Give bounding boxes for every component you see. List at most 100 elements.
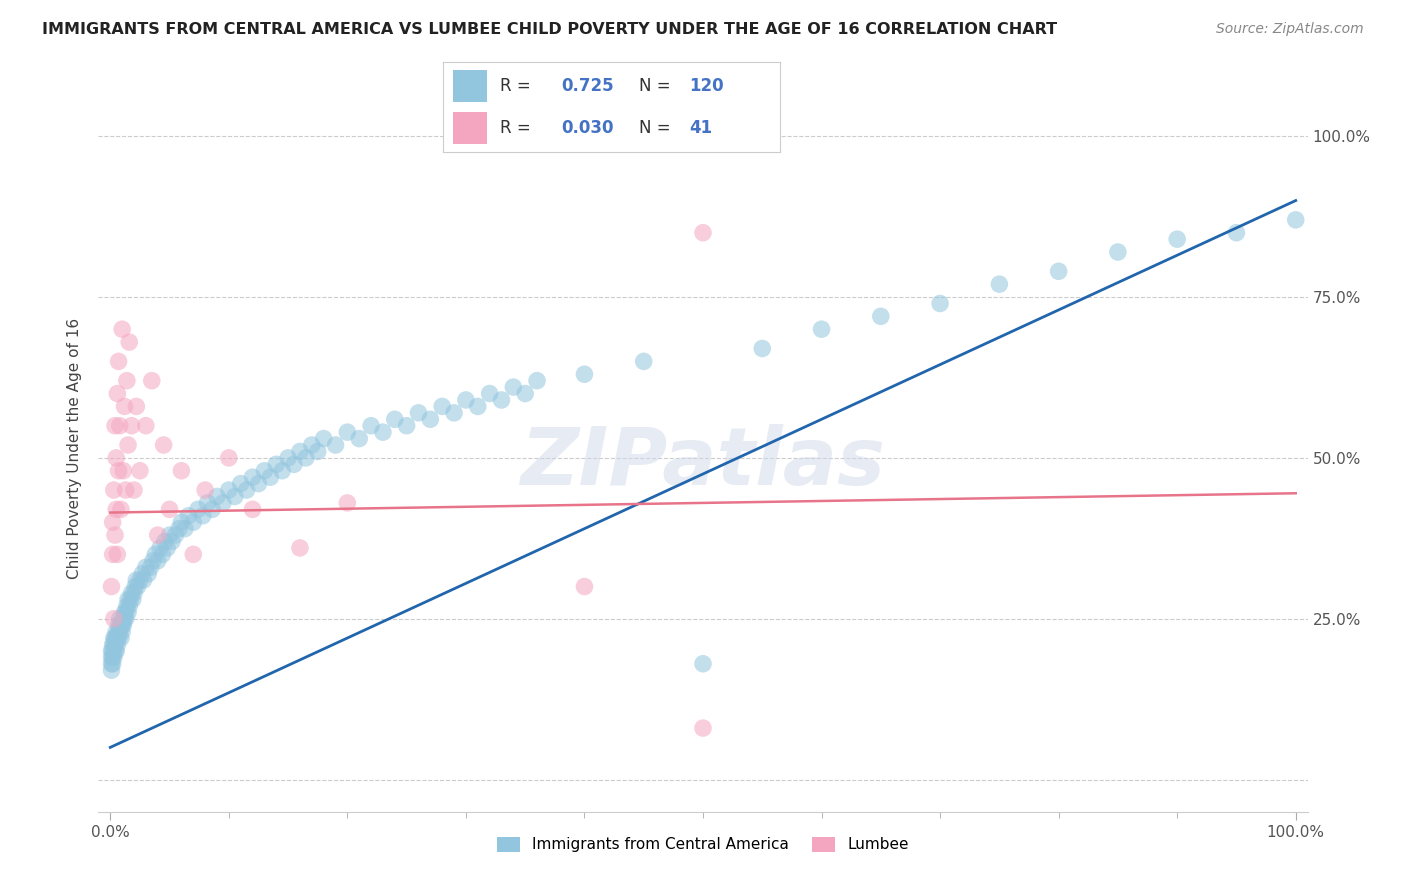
Point — [1285, 212, 1308, 227]
Point — [360, 418, 382, 433]
Point — [104, 418, 127, 433]
Point — [218, 483, 240, 497]
Point — [515, 386, 537, 401]
Point — [153, 534, 176, 549]
Point — [101, 548, 124, 562]
Point — [692, 226, 714, 240]
Point — [124, 580, 146, 594]
Point — [108, 612, 131, 626]
Point — [101, 515, 124, 529]
Point — [129, 573, 152, 587]
Point — [103, 612, 125, 626]
Point — [467, 400, 489, 414]
Point — [194, 483, 217, 497]
Point — [478, 386, 501, 401]
Point — [295, 450, 318, 465]
Point — [312, 432, 335, 446]
Point — [117, 438, 139, 452]
Point — [259, 470, 281, 484]
Point — [117, 592, 139, 607]
Point — [242, 470, 264, 484]
Point — [105, 631, 128, 645]
Point — [107, 354, 129, 368]
Point — [371, 425, 394, 439]
Point — [224, 490, 246, 504]
Text: 120: 120 — [689, 77, 724, 95]
Point — [105, 624, 128, 639]
Point — [125, 573, 148, 587]
Point — [139, 560, 162, 574]
Point — [235, 483, 257, 497]
Point — [105, 450, 128, 465]
Point — [114, 605, 136, 619]
Point — [143, 548, 166, 562]
Point — [197, 496, 219, 510]
Point — [101, 644, 124, 658]
Point — [101, 650, 124, 665]
Point — [146, 528, 169, 542]
Point — [110, 502, 132, 516]
Point — [502, 380, 524, 394]
Point — [288, 541, 311, 555]
Legend: Immigrants from Central America, Lumbee: Immigrants from Central America, Lumbee — [491, 830, 915, 859]
Point — [131, 566, 153, 581]
Point — [201, 502, 224, 516]
Point — [101, 637, 124, 651]
Point — [129, 464, 152, 478]
Point — [100, 657, 122, 671]
Point — [115, 374, 138, 388]
Point — [112, 464, 135, 478]
Point — [253, 464, 276, 478]
Point — [104, 528, 127, 542]
Point — [115, 599, 138, 613]
Point — [156, 541, 179, 555]
Point — [277, 450, 299, 465]
Point — [117, 605, 139, 619]
Point — [100, 644, 122, 658]
Point — [125, 400, 148, 414]
Point — [114, 605, 136, 619]
Text: 0.030: 0.030 — [561, 119, 613, 137]
Point — [336, 496, 359, 510]
Point — [100, 580, 122, 594]
Text: Source: ZipAtlas.com: Source: ZipAtlas.com — [1216, 22, 1364, 37]
Point — [121, 586, 143, 600]
Point — [1047, 264, 1070, 278]
Point — [112, 618, 135, 632]
Point — [103, 650, 125, 665]
Point — [181, 548, 204, 562]
Point — [135, 418, 157, 433]
Point — [104, 644, 127, 658]
Point — [170, 464, 193, 478]
Point — [205, 490, 228, 504]
Point — [105, 502, 128, 516]
Point — [325, 438, 347, 452]
Point — [271, 464, 294, 478]
Point — [307, 444, 329, 458]
Point — [751, 342, 773, 356]
Point — [1166, 232, 1188, 246]
Point — [247, 476, 270, 491]
Point — [454, 392, 477, 407]
Point — [152, 548, 174, 562]
Point — [100, 650, 122, 665]
Point — [132, 573, 155, 587]
Point — [103, 637, 125, 651]
Point — [136, 566, 159, 581]
Point — [111, 624, 134, 639]
Point — [114, 400, 136, 414]
Point — [121, 418, 143, 433]
Point — [121, 592, 143, 607]
Y-axis label: Child Poverty Under the Age of 16: Child Poverty Under the Age of 16 — [67, 318, 83, 579]
Point — [574, 580, 596, 594]
Point — [869, 310, 891, 324]
Point — [142, 554, 165, 568]
Point — [112, 612, 135, 626]
Point — [103, 631, 125, 645]
Point — [165, 528, 187, 542]
Point — [229, 476, 252, 491]
Text: R =: R = — [501, 77, 536, 95]
Text: N =: N = — [638, 77, 675, 95]
Point — [152, 438, 174, 452]
Point — [105, 644, 128, 658]
